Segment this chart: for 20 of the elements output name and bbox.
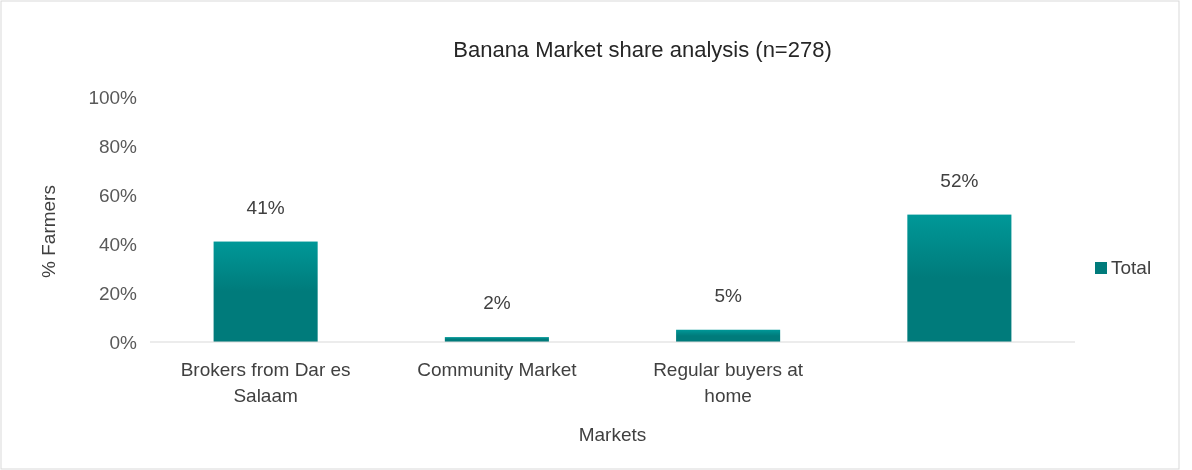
data-label: 52%: [940, 169, 979, 191]
bar: [907, 214, 1012, 342]
y-tick-label: 20%: [98, 283, 138, 304]
data-label: 5%: [714, 284, 742, 306]
bar: [676, 329, 781, 342]
x-axis-title: Markets: [578, 424, 647, 445]
chart-title: Banana Market share analysis (n=278): [453, 37, 832, 62]
y-axis-title: % Farmers: [38, 185, 59, 278]
x-tick-label: Community Market: [417, 359, 578, 380]
legend-label: Total: [1111, 257, 1152, 278]
x-tick-label: Regular buyers at home: [653, 359, 804, 406]
y-tick-label: 80%: [98, 136, 138, 157]
x-tick-label: Brokers from Dar es Salaam: [180, 359, 351, 406]
y-tick-label: 100%: [88, 87, 138, 108]
bar: [213, 241, 318, 342]
data-label: 2%: [483, 292, 511, 314]
data-label: 41%: [246, 196, 285, 218]
y-tick-label: 0%: [109, 332, 138, 353]
y-tick-label: 60%: [98, 185, 138, 206]
y-tick-label: 40%: [98, 234, 138, 255]
